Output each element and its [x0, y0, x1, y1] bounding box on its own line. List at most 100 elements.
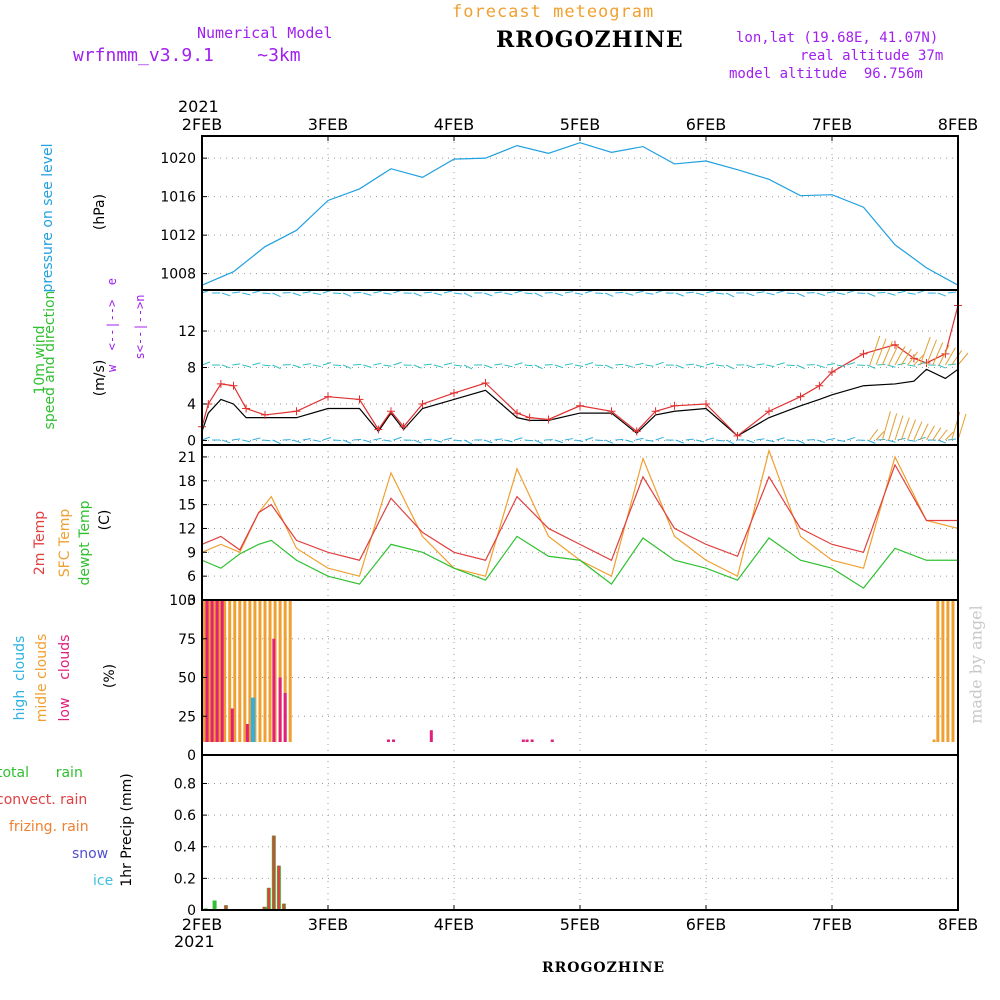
panel-frame-precip — [201, 754, 959, 911]
cloud-bar-mid — [203, 600, 207, 742]
precip-label-frizing: frizing. rain — [9, 819, 89, 835]
cloud-bar-mid — [288, 600, 292, 742]
wind-speed-line — [201, 305, 959, 437]
wind-direction-arrow — [302, 438, 311, 441]
wind-direction-arrow — [826, 363, 836, 366]
wind-direction-arrow — [463, 364, 473, 370]
wind-speed-point — [651, 407, 660, 416]
wind-direction-arrow — [951, 350, 963, 366]
value-tick-label: 15 — [178, 498, 196, 514]
wind-direction-arrow — [926, 425, 935, 441]
wind-direction-arrow — [342, 439, 352, 444]
wind-direction-arrow — [363, 364, 372, 368]
panel-frame-pressure — [201, 135, 959, 291]
wind-direction-arrow — [524, 292, 533, 295]
wind-direction-arrow — [353, 438, 362, 441]
temp-label-2m: 2m Temp — [32, 510, 48, 576]
wind-direction-arrow — [373, 362, 382, 366]
wind-direction-arrow — [877, 363, 886, 366]
precip-bar-total — [266, 887, 271, 910]
wind-direction-arrow — [776, 437, 785, 441]
wind-direction-arrow — [705, 290, 715, 294]
day-tick-label-top: 6FEB — [686, 115, 726, 134]
wind-direction-arrow — [675, 439, 684, 444]
wind-direction-arrow — [554, 364, 563, 369]
wind-label-2: speed and direction — [42, 290, 58, 430]
wind-direction-arrow — [605, 439, 614, 444]
wind-direction-arrow — [695, 364, 705, 368]
wind-speed-point — [355, 395, 364, 404]
wind-direction-arrow — [322, 437, 332, 441]
cloud-bar-mid — [238, 600, 242, 742]
pressure-line — [201, 142, 959, 286]
wind-direction-arrow — [322, 362, 332, 366]
wind-speed-point — [909, 354, 918, 363]
wind-direction-arrow — [786, 439, 795, 442]
wind-direction-arrow — [919, 336, 931, 366]
wind-direction-arrow — [826, 291, 836, 294]
wind-direction-arrow — [514, 437, 523, 441]
cloud-bar-mid — [951, 600, 955, 742]
wind-direction-arrow — [292, 439, 301, 444]
wind-direction-arrow — [796, 364, 805, 370]
wind-speed-point — [387, 407, 395, 416]
wind-direction-arrow — [484, 439, 493, 444]
value-tick-label: 0.8 — [174, 776, 196, 792]
cloud-bar-mid — [932, 739, 936, 742]
temp-unit: (C) — [97, 509, 113, 531]
value-tick-label: 1020 — [160, 151, 196, 167]
wind-direction-arrow — [463, 292, 473, 298]
value-tick-label: 100 — [169, 593, 196, 609]
wind-direction-arrow — [695, 439, 705, 443]
panel-frames — [201, 135, 959, 911]
temp-label-dewpt: dewpt Temp — [77, 500, 93, 586]
cloud-bar-low — [272, 638, 276, 742]
wind-direction-arrow — [836, 292, 846, 295]
cloud-bar-mid — [213, 600, 217, 742]
precip-label-ice: ice — [93, 873, 114, 889]
value-tick-label: 21 — [178, 450, 196, 466]
wind-direction-arrow — [867, 364, 876, 369]
value-tick-label: 12 — [178, 521, 196, 537]
value-tick-label: 6 — [187, 569, 196, 585]
cloud-bar-low — [386, 739, 390, 742]
wind-direction-arrow — [881, 341, 893, 366]
temp-label-sfc: SFC Temp — [57, 508, 73, 578]
sfc-temp-line — [201, 448, 959, 578]
value-tick-label: 0.2 — [174, 871, 196, 887]
wind-speed-point — [481, 379, 490, 387]
wind-direction-arrow — [869, 335, 881, 366]
panel-frame-wind — [201, 289, 959, 446]
wind-direction-arrow — [675, 364, 684, 369]
wind-direction-arrow — [393, 289, 402, 294]
wind-direction-arrow — [705, 362, 715, 366]
model-label: Numerical Model — [197, 24, 333, 42]
value-tick-label: 50 — [178, 671, 196, 687]
wind-direction-arrow — [645, 364, 654, 367]
wind-direction-arrow — [242, 292, 251, 296]
precip-bar-convect — [272, 835, 276, 910]
value-tick-label: 0 — [187, 903, 196, 919]
day-tick-label-bottom: 8FEB — [938, 915, 978, 934]
wind-direction-arrow — [221, 292, 231, 297]
wind-speed-point — [670, 401, 679, 410]
wind-direction-arrow — [605, 364, 614, 369]
wind-direction-arrow — [756, 291, 765, 294]
wind-direction-arrow — [877, 291, 886, 294]
wind-direction-arrow — [504, 364, 513, 368]
wind-speed-point — [815, 381, 824, 390]
pressure-unit: (hPa) — [92, 193, 108, 231]
wind-direction-arrow — [423, 291, 432, 294]
year-label-bottom: 2021 — [174, 932, 215, 951]
wind-direction-arrow — [944, 347, 956, 366]
wind-direction-arrow — [887, 364, 896, 368]
wind-direction-arrow — [564, 363, 573, 366]
footer-station: RROGOZHINE — [542, 960, 666, 976]
wind-direction-arrow — [433, 364, 442, 368]
wind-direction-arrow — [869, 429, 879, 441]
wind-direction-arrow — [564, 291, 573, 294]
wind-direction-arrow — [897, 362, 906, 366]
wind-speed-point — [922, 358, 931, 367]
wind-direction-arrow — [894, 346, 906, 366]
